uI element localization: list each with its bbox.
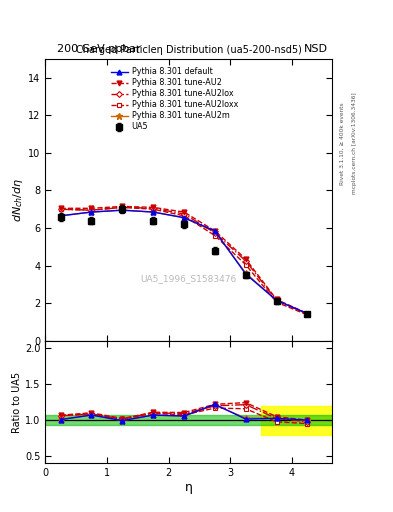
Pythia 8.301 tune-AU2lox — [151, 205, 156, 211]
X-axis label: η: η — [185, 481, 193, 494]
Pythia 8.301 tune-AU2lox — [274, 297, 279, 304]
Pythia 8.301 tune-AU2lox — [213, 230, 217, 236]
Pythia 8.301 tune-AU2 — [89, 205, 94, 211]
Text: Rivet 3.1.10, ≥ 400k events: Rivet 3.1.10, ≥ 400k events — [340, 102, 345, 185]
Pythia 8.301 tune-AU2loxx — [305, 312, 310, 318]
Y-axis label: Ratio to UA5: Ratio to UA5 — [12, 372, 22, 433]
Text: UA5_1996_S1583476: UA5_1996_S1583476 — [141, 274, 237, 283]
Pythia 8.301 default — [182, 215, 186, 221]
Line: Pythia 8.301 tune-AU2loxx: Pythia 8.301 tune-AU2loxx — [59, 205, 310, 317]
Pythia 8.301 tune-AU2 — [182, 209, 186, 215]
Pythia 8.301 default — [58, 213, 63, 219]
Pythia 8.301 tune-AU2loxx — [58, 206, 63, 212]
Text: mcplots.cern.ch [arXiv:1306.3436]: mcplots.cern.ch [arXiv:1306.3436] — [352, 93, 357, 194]
Pythia 8.301 tune-AU2loxx — [213, 232, 217, 239]
Pythia 8.301 tune-AU2 — [120, 203, 125, 209]
Pythia 8.301 tune-AU2m — [151, 209, 156, 215]
Pythia 8.301 tune-AU2loxx — [151, 206, 156, 212]
Pythia 8.301 default — [243, 271, 248, 277]
Pythia 8.301 tune-AU2lox — [120, 204, 125, 210]
Pythia 8.301 tune-AU2 — [58, 205, 63, 211]
Legend: Pythia 8.301 default, Pythia 8.301 tune-AU2, Pythia 8.301 tune-AU2lox, Pythia 8.: Pythia 8.301 default, Pythia 8.301 tune-… — [109, 66, 240, 133]
Pythia 8.301 tune-AU2m — [89, 209, 94, 215]
Pythia 8.301 tune-AU2 — [213, 228, 217, 234]
Pythia 8.301 tune-AU2loxx — [274, 299, 279, 305]
Pythia 8.301 tune-AU2 — [274, 296, 279, 303]
Text: 200 GeV ppbar: 200 GeV ppbar — [57, 44, 141, 54]
Pythia 8.301 tune-AU2m — [274, 297, 279, 304]
Line: Pythia 8.301 tune-AU2m: Pythia 8.301 tune-AU2m — [57, 207, 311, 317]
Pythia 8.301 tune-AU2m — [305, 311, 310, 317]
Y-axis label: $dN_{ch}/d\eta$: $dN_{ch}/d\eta$ — [11, 178, 25, 222]
Pythia 8.301 default — [213, 228, 217, 234]
Pythia 8.301 tune-AU2m — [58, 213, 63, 219]
Line: Pythia 8.301 tune-AU2: Pythia 8.301 tune-AU2 — [58, 204, 310, 316]
Pythia 8.301 tune-AU2lox — [89, 207, 94, 213]
Title: Charged Particleη Distribution (ua5-200-nsd5): Charged Particleη Distribution (ua5-200-… — [76, 45, 301, 55]
Pythia 8.301 default — [274, 297, 279, 304]
Pythia 8.301 tune-AU2lox — [182, 211, 186, 217]
Pythia 8.301 tune-AU2m — [213, 229, 217, 235]
Pythia 8.301 tune-AU2m — [182, 215, 186, 221]
Pythia 8.301 tune-AU2 — [305, 310, 310, 316]
Line: Pythia 8.301 default: Pythia 8.301 default — [58, 208, 310, 316]
Line: Pythia 8.301 tune-AU2lox: Pythia 8.301 tune-AU2lox — [59, 205, 310, 316]
Pythia 8.301 tune-AU2 — [243, 256, 248, 262]
Pythia 8.301 default — [151, 209, 156, 215]
Pythia 8.301 default — [89, 209, 94, 215]
Pythia 8.301 tune-AU2loxx — [182, 213, 186, 219]
Pythia 8.301 tune-AU2 — [151, 204, 156, 210]
Pythia 8.301 tune-AU2lox — [243, 258, 248, 264]
Pythia 8.301 tune-AU2loxx — [120, 204, 125, 210]
Pythia 8.301 default — [305, 310, 310, 316]
Pythia 8.301 tune-AU2m — [120, 207, 125, 213]
Text: NSD: NSD — [304, 44, 328, 54]
Pythia 8.301 tune-AU2loxx — [243, 262, 248, 268]
Pythia 8.301 tune-AU2lox — [58, 206, 63, 212]
Pythia 8.301 tune-AU2m — [243, 270, 248, 276]
Pythia 8.301 default — [120, 207, 125, 213]
Pythia 8.301 tune-AU2loxx — [89, 207, 94, 213]
Pythia 8.301 tune-AU2lox — [305, 311, 310, 317]
